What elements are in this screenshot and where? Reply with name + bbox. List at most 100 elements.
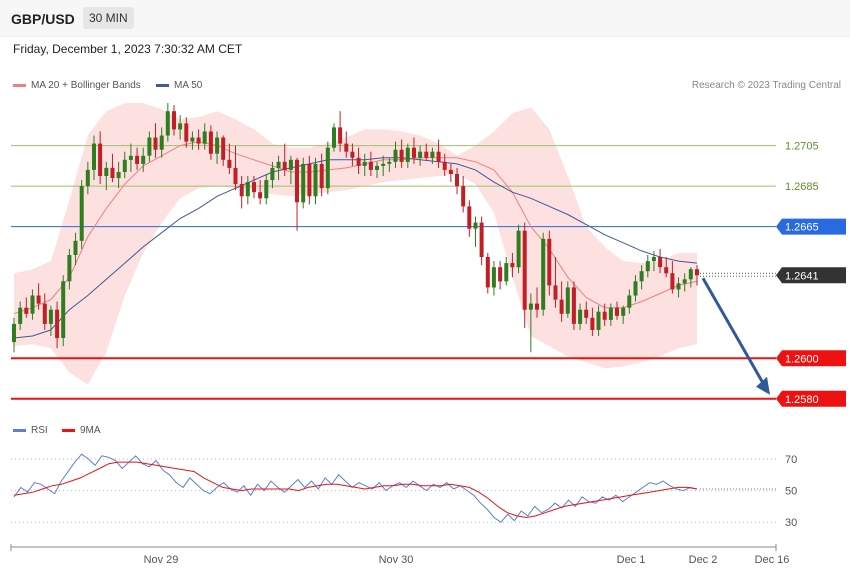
candle-body: [178, 123, 183, 130]
candle-body: [48, 309, 53, 324]
candle-body: [67, 255, 72, 282]
candle-body: [399, 149, 404, 162]
candle-body: [85, 169, 90, 187]
x-tick-label: Dec 2: [689, 554, 718, 566]
candle-body: [553, 285, 558, 300]
rsi-tick-label: 70: [785, 454, 797, 466]
candle-body: [639, 271, 644, 282]
x-tick-label: Dec 1: [617, 554, 646, 566]
candle-body: [252, 182, 256, 193]
candle-body: [559, 299, 564, 314]
candle-body: [368, 161, 373, 170]
candle-body: [42, 303, 47, 324]
candle-body: [405, 147, 410, 162]
candle-body: [165, 111, 170, 136]
candle-body: [344, 143, 349, 152]
candle-body: [491, 267, 496, 288]
candle-body: [245, 182, 250, 197]
candle-body: [467, 206, 472, 229]
candle-body: [18, 307, 23, 324]
candle-body: [276, 161, 281, 168]
candle-body: [522, 230, 527, 310]
candle-body: [682, 279, 687, 284]
candle-body: [24, 307, 29, 314]
candle-body: [424, 151, 429, 158]
candle-body: [104, 167, 109, 176]
candle-body: [325, 147, 330, 189]
rsi-tick-label: 50: [785, 486, 797, 498]
candle-body: [627, 295, 632, 308]
level-label-resistance: 1.2685: [785, 181, 819, 193]
header-bar: GBP/USD 30 MIN: [0, 0, 850, 37]
candle-body: [159, 135, 164, 150]
candle-body: [516, 230, 521, 268]
timeframe-badge[interactable]: 30 MIN: [83, 7, 134, 29]
candle-body: [651, 257, 656, 262]
legend-ma50: MA 50: [156, 80, 202, 91]
candle-body: [633, 281, 638, 296]
candle-body: [375, 165, 379, 170]
ma20-swatch: [13, 83, 26, 87]
candle-body: [621, 307, 626, 316]
candle-body: [30, 295, 35, 314]
legend-9ma: 9MA: [62, 425, 101, 436]
ma20-line: [13, 141, 698, 315]
candle-body: [676, 283, 681, 290]
candle-body: [448, 169, 453, 174]
candle-body: [221, 137, 226, 160]
candle-body: [442, 161, 447, 170]
candle-body: [528, 303, 533, 310]
price-tag-support: [776, 390, 846, 407]
candle-body: [332, 127, 336, 148]
candle-body: [313, 163, 318, 197]
candle-body: [239, 184, 244, 197]
candle-body: [202, 131, 207, 144]
x-tick-label: Nov 30: [379, 554, 414, 566]
candle-body: [387, 161, 392, 164]
candle-body: [98, 143, 103, 176]
rsi-tick-label: 30: [785, 517, 797, 529]
candle-body: [55, 309, 60, 339]
candle-body: [110, 167, 115, 178]
candle-body: [258, 192, 263, 199]
candle-body: [571, 287, 576, 324]
ma50-line: [13, 157, 698, 339]
candle-body: [596, 311, 601, 330]
candle-body: [12, 323, 16, 343]
price-tag-label: 1.2641: [785, 270, 819, 282]
price-tag-last: [776, 267, 846, 284]
candle-body: [430, 151, 435, 158]
candle-body: [615, 307, 619, 316]
candle-body: [658, 257, 663, 268]
candle-body: [319, 163, 324, 189]
candle-body: [122, 159, 127, 172]
legend-ma20-label: MA 20 + Bollinger Bands: [31, 80, 141, 91]
candle-body: [381, 163, 386, 166]
price-tag-label: 1.2665: [785, 222, 819, 234]
candle-body: [338, 127, 343, 144]
candle-body: [498, 267, 503, 282]
candle-body: [695, 269, 699, 276]
candle-body: [147, 137, 152, 156]
candle-body: [153, 137, 158, 150]
candle-body: [418, 151, 423, 158]
candle-body: [504, 263, 509, 282]
candle-body: [79, 186, 84, 241]
candle-body: [196, 137, 201, 144]
candle-body: [535, 303, 539, 310]
candle-body: [608, 307, 613, 320]
rsi-line: [13, 453, 698, 523]
timestamp: Friday, December 1, 2023 7:30:32 AM CET: [13, 42, 243, 56]
legend-rsi-label: RSI: [31, 425, 48, 436]
candle-body: [270, 167, 275, 181]
candle-body: [670, 273, 675, 290]
candle-body: [61, 281, 66, 338]
price-tag-label: 1.2600: [785, 353, 819, 365]
price-tag-support: [776, 350, 846, 367]
candle-body: [645, 261, 650, 272]
candle-body: [362, 161, 367, 166]
ma50-swatch: [156, 83, 169, 87]
candle-body: [36, 295, 41, 304]
